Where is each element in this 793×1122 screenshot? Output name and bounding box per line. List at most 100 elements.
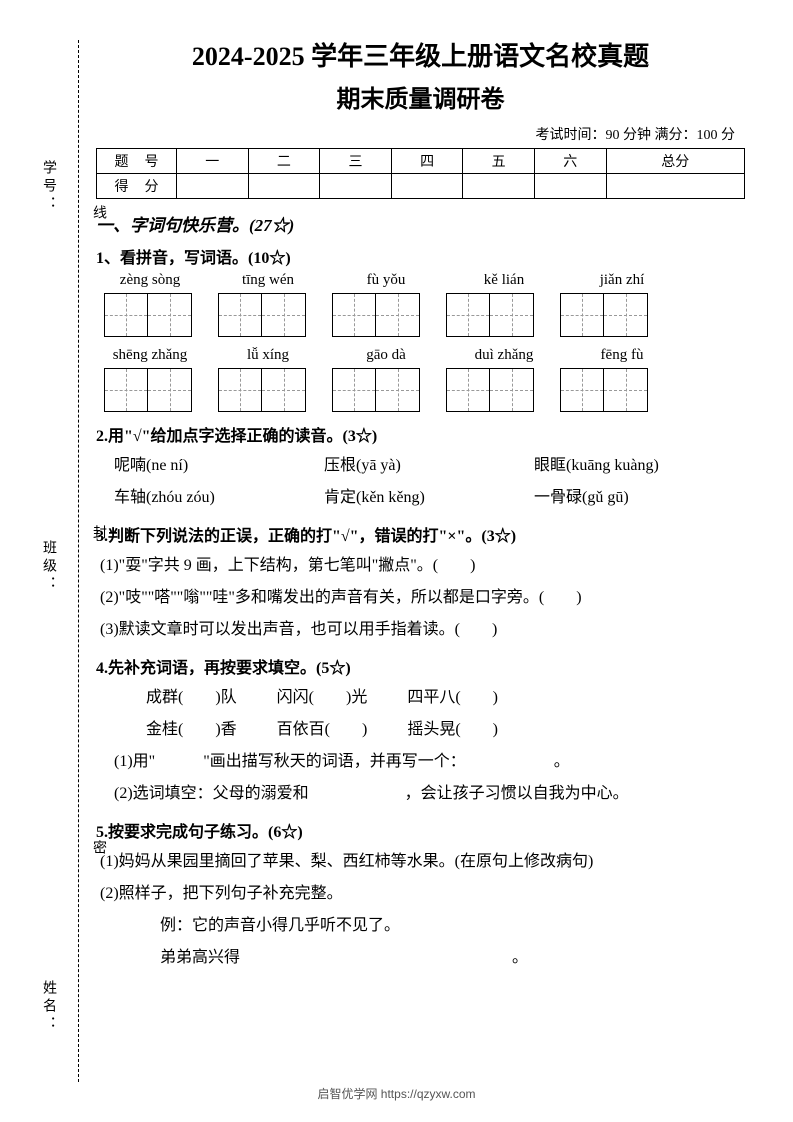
th-col: 总分 (606, 149, 744, 174)
q2-row2: 车轴(zhóu zóu) 肯定(kěn kěng) 一骨碌(gǔ gū) (114, 482, 745, 514)
char-box (104, 293, 148, 337)
pinyin: fù yǒu (340, 272, 432, 289)
q2-item: 车轴(zhóu zóu) (114, 482, 274, 514)
table-row: 得分 (97, 174, 745, 199)
q5-item: 弟弟高兴得 。 (128, 942, 745, 974)
charbox-pair (218, 293, 306, 337)
margin-text: 学号： (38, 160, 58, 214)
idiom: 成群( )队 (146, 682, 237, 714)
idiom: 金桂( )香 (146, 714, 237, 746)
pinyin: zèng sòng (104, 272, 196, 289)
td-blank (391, 174, 463, 199)
q4-idiom-row1: 成群( )队 闪闪( )光 四平八( ) (146, 682, 745, 714)
charbox-pair (446, 368, 534, 412)
pinyin: jiǎn zhí (576, 272, 668, 289)
footer: 启智优学网 https://qzyxw.com (0, 1085, 793, 1102)
pinyin: lǚ xíng (222, 347, 314, 364)
idiom: 闪闪( )光 (277, 682, 368, 714)
margin-label-studentid: 学号： (22, 160, 74, 214)
content-area: 2024-2025 学年三年级上册语文名校真题 期末质量调研卷 考试时间：90 … (96, 36, 745, 974)
q4-sub1: (1)用" "画出描写秋天的词语，并再写一个： 。 (114, 746, 745, 778)
pinyin-row-1: zèng sòng tīng wén fù yǒu kě lián jiǎn z… (104, 272, 745, 289)
td-label: 得分 (97, 174, 177, 199)
char-box (560, 368, 604, 412)
char-box (604, 293, 648, 337)
char-box (148, 293, 192, 337)
idiom: 摇头晃( ) (407, 714, 498, 746)
th-col: 六 (534, 149, 606, 174)
q1-head: 1、看拼音，写词语。(10☆) (96, 244, 745, 268)
margin-labels: 学号： 班级： 姓名： 线 封 密 (22, 0, 74, 1122)
char-box (604, 368, 648, 412)
char-box (560, 293, 604, 337)
td-blank (177, 174, 249, 199)
th-col: 四 (391, 149, 463, 174)
q2-item: 压根(yā yà) (324, 450, 484, 482)
td-blank (606, 174, 744, 199)
idiom: 百依百( ) (277, 714, 368, 746)
th-col: 一 (177, 149, 249, 174)
charbox-pair (560, 368, 648, 412)
td-blank (463, 174, 535, 199)
q2-item: 呢喃(ne ní) (114, 450, 274, 482)
section-1-head: 一、字词句快乐营。(27☆) (96, 211, 745, 236)
char-box (218, 293, 262, 337)
char-box (490, 293, 534, 337)
charbox-row-2 (104, 368, 745, 412)
margin-text: 姓名： (38, 980, 58, 1034)
q2-head: 2.用"√"给加点字选择正确的读音。(3☆) (96, 422, 745, 446)
th-label: 题号 (97, 149, 177, 174)
td-blank (534, 174, 606, 199)
q3-head: 3.判断下列说法的正误，正确的打"√"，错误的打"×"。(3☆) (96, 522, 745, 546)
charbox-pair (218, 368, 306, 412)
q2-item: 眼眶(kuāng kuàng) (534, 450, 659, 482)
th-col: 三 (320, 149, 392, 174)
char-box (446, 293, 490, 337)
char-box (446, 368, 490, 412)
charbox-pair (446, 293, 534, 337)
char-box (376, 368, 420, 412)
pinyin: tīng wén (222, 272, 314, 289)
charbox-pair (332, 293, 420, 337)
char-box (332, 293, 376, 337)
margin-text: 班级： (38, 540, 58, 594)
char-box (218, 368, 262, 412)
charbox-pair (560, 293, 648, 337)
q2-item: 一骨碌(gǔ gū) (534, 482, 629, 514)
q5-item: (2)照样子，把下列句子补充完整。 (100, 878, 745, 910)
q5-item: 例：它的声音小得几乎听不见了。 (128, 910, 745, 942)
q4-head: 4.先补充词语，再按要求填空。(5☆) (96, 654, 745, 678)
pinyin: gāo dà (340, 347, 432, 364)
table-row: 题号 一 二 三 四 五 六 总分 (97, 149, 745, 174)
charbox-pair (332, 368, 420, 412)
char-box (262, 293, 306, 337)
q5-head: 5.按要求完成句子练习。(6☆) (96, 818, 745, 842)
charbox-pair (104, 293, 192, 337)
char-box (148, 368, 192, 412)
pinyin: fēng fù (576, 347, 668, 364)
char-box (332, 368, 376, 412)
char-box (262, 368, 306, 412)
title-main: 2024-2025 学年三年级上册语文名校真题 (96, 36, 745, 73)
pinyin: kě lián (458, 272, 550, 289)
margin-label-class: 班级： (22, 540, 74, 594)
q3-item: (1)"耍"字共 9 画，上下结构，第七笔叫"撇点"。( ) (100, 550, 745, 582)
idiom: 四平八( ) (407, 682, 498, 714)
charbox-row-1 (104, 293, 745, 337)
charbox-pair (104, 368, 192, 412)
q5-item: (1)妈妈从果园里摘回了苹果、梨、西红柿等水果。(在原句上修改病句) (100, 846, 745, 878)
exam-meta: 考试时间：90 分钟 满分：100 分 (96, 124, 745, 144)
th-col: 二 (248, 149, 320, 174)
td-blank (248, 174, 320, 199)
page: 学号： 班级： 姓名： 线 封 密 2024-2025 学年三年级上册语文名校真… (0, 0, 793, 1122)
binding-line (78, 40, 79, 1082)
score-table: 题号 一 二 三 四 五 六 总分 得分 (96, 148, 745, 199)
char-box (490, 368, 534, 412)
q2-row1: 呢喃(ne ní) 压根(yā yà) 眼眶(kuāng kuàng) (114, 450, 745, 482)
pinyin-row-2: shēng zhǎng lǚ xíng gāo dà duì zhǎng fēn… (104, 347, 745, 364)
q3-item: (3)默读文章时可以发出声音，也可以用手指着读。( ) (100, 614, 745, 646)
q4-idiom-row2: 金桂( )香 百依百( ) 摇头晃( ) (146, 714, 745, 746)
pinyin: duì zhǎng (458, 347, 550, 364)
margin-label-name: 姓名： (22, 980, 74, 1034)
q2-item: 肯定(kěn kěng) (324, 482, 484, 514)
